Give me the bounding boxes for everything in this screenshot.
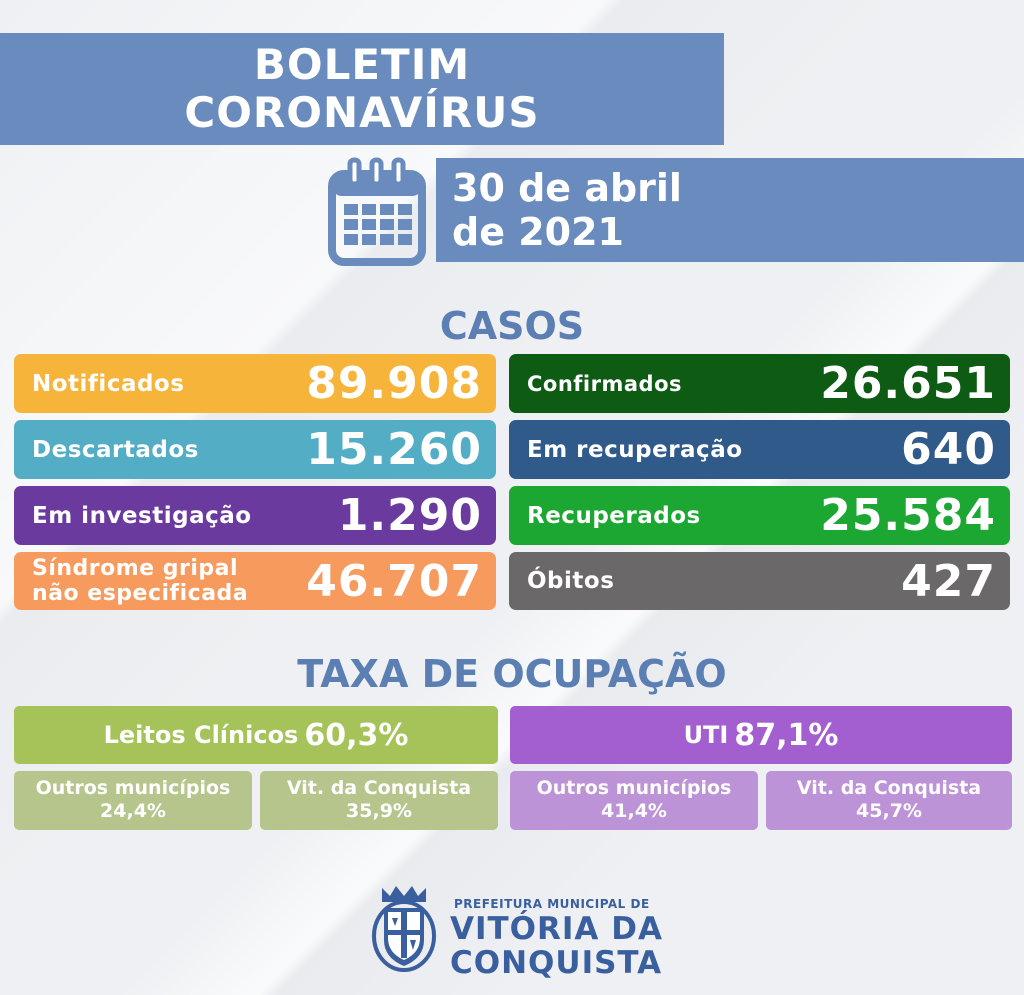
card-descartados: Descartados 15.260 [14,420,496,479]
city-name-line-2: CONQUISTA [450,945,663,981]
card-label: Em investigação [32,502,252,529]
card-label: Descartados [32,436,199,463]
card-label: Recuperados [527,502,701,529]
report-date: 30 de abril de 2021 [452,166,682,254]
card-sindrome-gripal: Síndrome gripal não especificada 46.707 [14,552,496,610]
date-banner [436,158,1024,262]
card-label: Confirmados [527,371,682,396]
calendar-icon [328,157,426,266]
uti-card: UTI 87,1% [510,706,1012,764]
card-label-line-1: Síndrome gripal [32,556,239,581]
sub-value: 35,9% [346,800,412,822]
card-value: 26.651 [820,358,996,409]
card-value: 427 [901,555,996,607]
card-label: Notificados [32,370,185,397]
sub-label: Vit. da Conquista [286,777,472,799]
leitos-value: 60,3% [304,717,409,753]
card-notificados: Notificados 89.908 [14,354,496,413]
leitos-clinicos-card: Leitos Clínicos 60,3% [14,706,498,764]
leitos-vit-conquista: Vit. da Conquista 35,9% [260,771,498,830]
city-name: VITÓRIA DA CONQUISTA [450,912,663,980]
card-label: Síndrome gripal não especificada [32,556,248,606]
card-obitos: Óbitos 427 [509,552,1010,610]
card-value: 15.260 [306,424,482,475]
sub-label: Outros municípios [536,777,732,799]
occupancy-section-title: TAXA DE OCUPAÇÃO [297,652,727,696]
card-value: 1.290 [337,490,482,541]
card-label: Em recuperação [527,436,743,463]
prefeitura-label: PREFEITURA MUNICIPAL DE [454,897,650,911]
uti-value: 87,1% [734,717,839,753]
city-coat-of-arms-icon [372,886,436,972]
sub-value: 41,4% [601,800,667,822]
card-recuperados: Recuperados 25.584 [509,486,1010,545]
card-em-investigacao: Em investigação 1.290 [14,486,496,545]
title-line-1: BOLETIM [253,40,471,89]
uti-vit-conquista: Vit. da Conquista 45,7% [766,771,1012,830]
city-name-line-1: VITÓRIA DA [450,911,663,947]
leitos-outros-municipios: Outros municípios 24,4% [14,771,252,830]
card-value: 25.584 [820,490,996,541]
sub-value: 24,4% [100,800,166,822]
uti-label: UTI [683,721,729,749]
date-line-2: de 2021 [452,210,624,254]
card-label: Óbitos [527,568,615,594]
date-line-1: 30 de abril [452,166,682,210]
card-confirmados: Confirmados 26.651 [509,354,1010,413]
card-value: 89.908 [306,358,482,409]
card-value: 46.707 [306,555,482,607]
title-banner [0,33,724,145]
sub-value: 45,7% [856,800,922,822]
card-em-recuperacao: Em recuperação 640 [509,420,1010,479]
uti-outros-municipios: Outros municípios 41,4% [510,771,758,830]
cases-section-title: CASOS [439,304,585,348]
card-value: 640 [901,424,996,475]
sub-label: Outros municípios [35,777,231,799]
title-line-2: CORONAVÍRUS [184,88,540,137]
sub-label: Vit. da Conquista [796,777,982,799]
page-title: BOLETIM CORONAVÍRUS [0,33,724,145]
card-label-line-2: não especificada [32,581,249,606]
leitos-label: Leitos Clínicos [103,721,299,749]
